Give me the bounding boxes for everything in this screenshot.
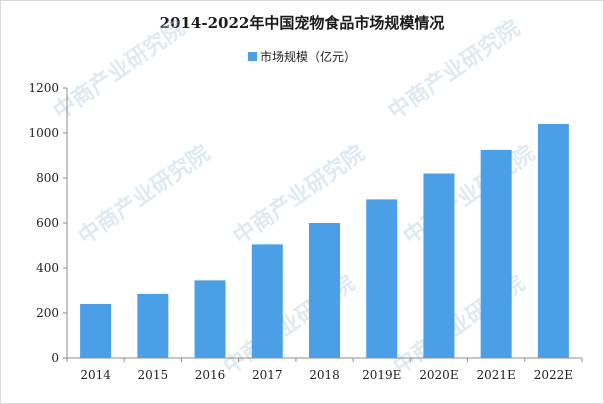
legend-swatch bbox=[247, 52, 257, 61]
x-tick-label: 2019E bbox=[362, 368, 401, 382]
x-tick-label: 2022E bbox=[534, 368, 573, 382]
bar-2015 bbox=[137, 293, 169, 358]
bar-2014 bbox=[80, 304, 112, 358]
tick-labels: 0 200 400 600 800 1000 1200 2014 2015 2016 2017 201… bbox=[28, 81, 573, 382]
y-tick-label: 600 bbox=[36, 216, 59, 230]
bar-2017 bbox=[251, 244, 283, 358]
x-tick-label: 2014 bbox=[80, 368, 111, 382]
bar-2019E bbox=[366, 199, 398, 358]
x-tick-label: 2015 bbox=[138, 368, 169, 382]
legend-label: 市场规模（亿元） bbox=[259, 50, 356, 64]
y-tick-label: 1200 bbox=[28, 81, 59, 95]
y-tick-label: 200 bbox=[36, 306, 59, 320]
x-tick-label: 2018 bbox=[309, 368, 340, 382]
x-tick-label: 2016 bbox=[195, 368, 226, 382]
bar-2018 bbox=[309, 223, 340, 358]
x-tick-label: 2020E bbox=[419, 368, 458, 382]
y-tick-label: 0 bbox=[51, 351, 59, 365]
watermark-text: 中商产业研究院 bbox=[74, 140, 215, 250]
watermark-text: 中商产业研究院 bbox=[399, 140, 540, 250]
legend: 市场规模（亿元） bbox=[0, 48, 604, 65]
bars bbox=[80, 124, 569, 358]
watermark-text: 中商产业研究院 bbox=[49, 15, 190, 125]
bar-2021E bbox=[480, 149, 512, 358]
bar-2022E bbox=[537, 124, 569, 358]
x-tick-label: 2017 bbox=[252, 368, 283, 382]
watermark-text: 中商产业研究院 bbox=[229, 140, 370, 250]
y-tick-label: 800 bbox=[36, 171, 59, 185]
x-tick-label: 2021E bbox=[477, 368, 516, 382]
y-tick-label: 400 bbox=[36, 261, 59, 275]
chart-title: 2014-2022年中国宠物食品市场规模情况 bbox=[159, 14, 445, 32]
bar-2020E bbox=[423, 173, 455, 358]
y-tick-label: 1000 bbox=[28, 126, 59, 140]
bar-2016 bbox=[194, 280, 226, 358]
watermark-text: 中商产业研究院 bbox=[384, 15, 525, 125]
